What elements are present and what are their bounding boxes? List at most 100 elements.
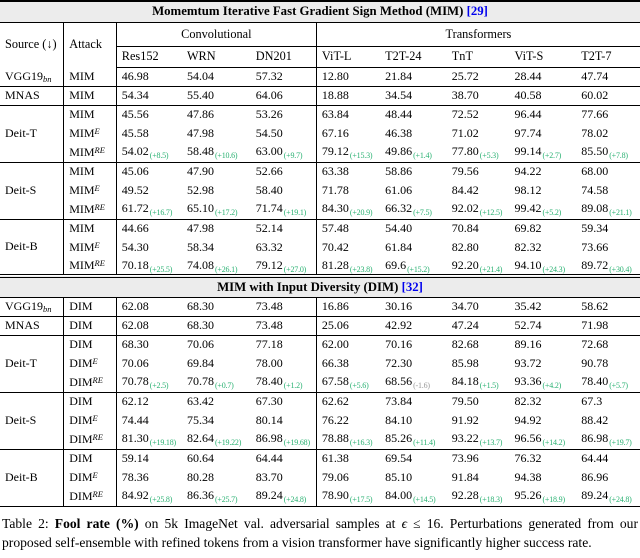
value-cell: 57.32 [255,69,283,83]
source-cell: Deit-S [0,391,64,449]
value-delta: (+11.4) [413,438,436,448]
value-cell: 89.72(+30.4) [576,257,640,276]
value-delta: (+17.2) [214,208,238,218]
attack-cell: DIMRE [63,430,117,449]
value-cell: 84.30(+20.9) [315,200,381,219]
value-cell: 78.00 [255,356,283,370]
value-cell: 38.70 [446,85,510,105]
value-cell: 70.06 [115,354,182,373]
attack-cell: MIM [63,104,117,124]
value-delta: (+1.4) [413,151,432,161]
value-cell: 54.04 [186,69,214,83]
value-number: 84.92 [121,488,149,503]
value-cell: 68.30 [115,334,182,354]
value-delta: (+14.2) [542,438,565,448]
value-delta: (+19.22) [214,438,242,448]
attack-cell: MIME [63,238,117,257]
value-number: 58.48 [186,144,214,159]
attack-superscript: E [94,240,100,250]
attack-cell: DIM [63,448,117,468]
value-cell: 92.02(+12.5) [447,200,510,219]
value-cell: 68.00 [576,161,640,181]
value-cell: 65.10(+17.2) [182,200,251,219]
value-cell: 85.26(+11.4) [380,430,447,449]
value-number: 84.18 [451,374,479,389]
value-cell: 16.86 [315,297,381,316]
source-name: Deit-S [5,183,37,197]
value-cell: 92.28(+18.3) [447,487,510,506]
value-cell: 66.38 [315,354,381,373]
table-row: VGG19bn DIM 62.08 68.30 73.48 16.86 30.16 34.70… [0,297,640,316]
attack-superscript: RE [92,488,103,499]
table-row: DIMRE 70.78(+2.5) 70.78(+0.7) 78.40(+1.2) 67… [0,373,640,392]
attack-name: DIM [69,431,93,446]
value-cell: 90.78 [581,356,609,370]
value-cell: 71.02 [451,126,479,140]
value-cell: 49.52 [115,181,182,200]
value-cell: 35.42 [514,299,542,313]
value-cell: 71.78 [315,181,381,200]
conv-group-header: Convolutional [115,22,317,47]
value-delta: (+1.5) [479,381,499,391]
value-cell: 85.50(+7.8) [576,143,640,162]
value-delta: (+17.5) [349,495,373,505]
value-cell: 81.28(+23.8) [315,257,381,276]
attack-cell: DIM [63,297,117,316]
value-cell: 66.32(+7.5) [380,200,447,219]
value-number: 92.28 [451,488,479,503]
table-row: DIMRE 84.92(+25.8) 86.36(+25.7) 89.24(+24.8… [0,487,640,506]
attack-name: DIM [69,488,93,503]
value-cell: 70.16 [380,334,447,354]
citation-link[interactable]: [29] [466,4,488,19]
attack-name: DIM [69,413,93,427]
model-header-dn201: DN201 [250,46,317,68]
value-cell: 47.90 [181,161,251,181]
value-cell: 53.26 [250,104,317,124]
value-cell: 59.34 [576,218,640,238]
attack-cell: MIM [63,218,117,238]
value-delta: (+15.2) [407,264,430,274]
value-number: 89.72 [581,257,609,272]
value-cell: 69.82 [509,218,577,238]
attack-name: DIM [69,470,93,484]
value-number: 84.00 [385,488,413,503]
value-cell: 74.44 [115,411,182,430]
value-cell: 52.66 [250,161,317,181]
value-number: 93.36 [514,374,542,389]
value-delta: (+19.7) [609,438,632,448]
value-cell: 91.84 [451,470,479,484]
caption-text: ϵ [401,515,408,531]
value-number: 96.56 [514,431,542,446]
value-cell: 94.22 [509,161,577,181]
value-cell: 75.34 [186,413,214,427]
value-delta: (+18.3) [479,495,503,505]
value-cell: 21.84 [385,69,413,83]
table-row: MNAS MIM 54.34 55.40 64.06 18.88 34.54 38.70 40.… [0,85,640,105]
value-delta: (+16.3) [349,438,373,448]
value-number: 92.02 [451,201,479,216]
value-delta: (+18.9) [542,495,565,505]
attack-cell: MIME [63,181,117,200]
value-cell: 74.58 [581,183,609,197]
value-delta: (+26.1) [214,264,238,274]
source-subscript: bn [43,304,52,314]
value-cell: 44.66 [115,218,182,238]
value-cell: 82.32 [509,391,577,411]
value-cell: 61.72(+16.7) [115,200,182,219]
value-cell: 78.02 [581,126,609,140]
value-cell: 74.08(+26.1) [182,257,251,276]
value-cell: 96.56(+14.2) [509,430,576,449]
value-cell: 77.18 [250,334,317,354]
value-delta: (+7.5) [413,208,432,218]
value-cell: 94.38 [514,470,542,484]
value-delta: (-1.6) [413,381,430,391]
value-cell: 84.92(+25.8) [115,487,182,506]
value-number: 63.00 [255,144,283,159]
citation-link[interactable]: [32] [401,279,423,294]
value-cell: 89.08(+21.1) [576,200,640,219]
table-row: MIME 45.58 47.98 54.50 67.16 46.38 71.02 97.74 7… [0,124,640,143]
value-cell: 67.3 [576,391,640,411]
table-row: DIMRE 81.30(+19.18) 82.64(+19.22) 86.98(+19… [0,430,640,449]
value-number: 74.08 [186,257,214,272]
